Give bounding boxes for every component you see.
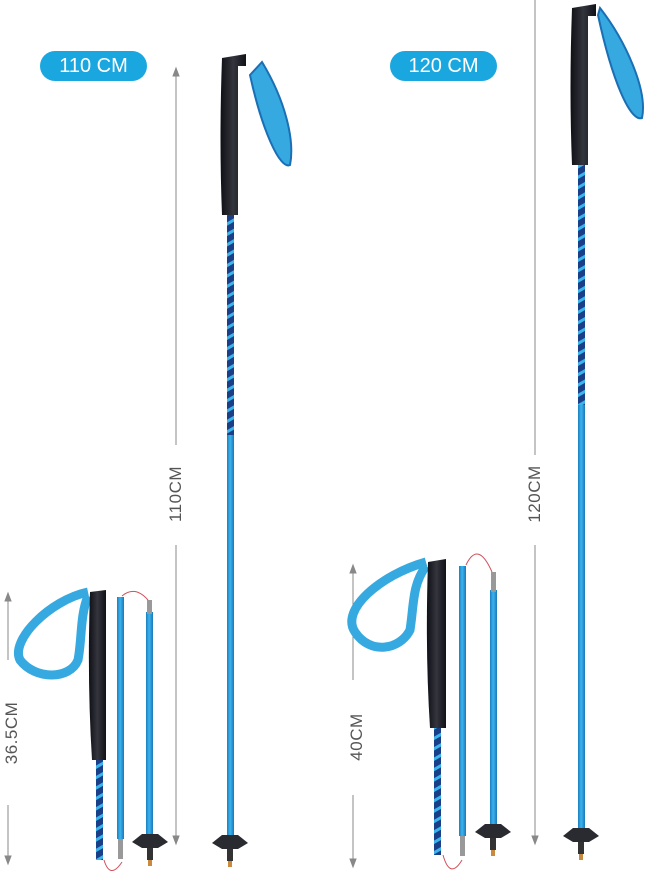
length-badge-110: 110 CM <box>40 51 147 81</box>
length-badge-120: 120 CM <box>390 51 497 81</box>
pole-110-extended <box>212 54 293 867</box>
dimension-label-folded-short: 36.5CM <box>2 701 21 765</box>
pole-120-extended <box>563 4 644 860</box>
dimension-label-110: 110CM <box>166 465 185 523</box>
pole-folded-short <box>13 587 168 871</box>
pole-folded-long <box>347 553 511 870</box>
dimension-label-120: 120CM <box>525 465 544 523</box>
dimension-label-folded-long: 40CM <box>347 713 366 761</box>
